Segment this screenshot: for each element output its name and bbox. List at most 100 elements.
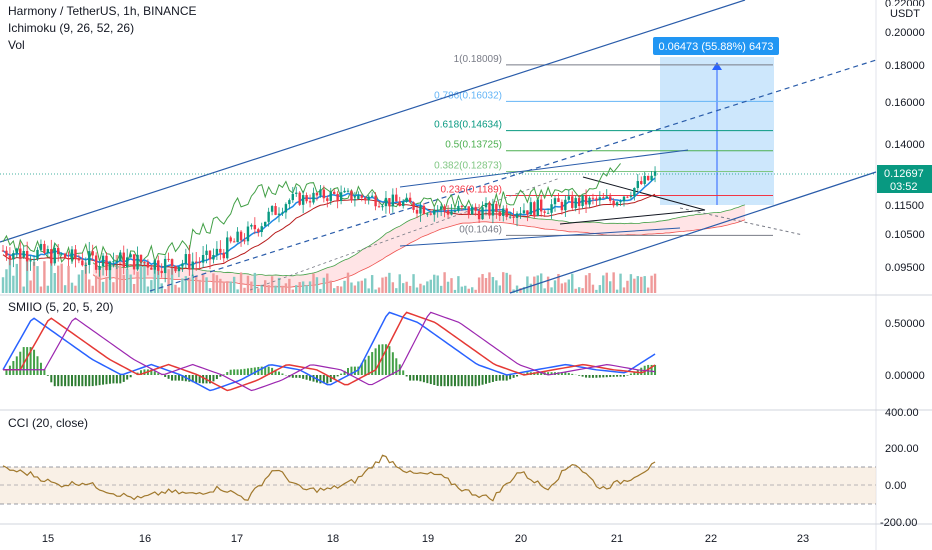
candle-body[interactable] bbox=[595, 198, 598, 201]
candle-body[interactable] bbox=[360, 195, 363, 198]
legend-ichimoku[interactable]: Ichimoku (9, 26, 52, 26) bbox=[8, 21, 135, 35]
candle-body[interactable] bbox=[633, 187, 636, 197]
candle-body[interactable] bbox=[543, 211, 546, 213]
candle-body[interactable] bbox=[184, 254, 188, 264]
candle-body[interactable] bbox=[32, 259, 36, 261]
candle-body[interactable] bbox=[163, 258, 167, 274]
candle-body[interactable] bbox=[274, 206, 277, 215]
candle-body[interactable] bbox=[426, 213, 429, 215]
candles[interactable] bbox=[1, 166, 657, 283]
candle-body[interactable] bbox=[305, 195, 308, 202]
candle-body[interactable] bbox=[467, 206, 470, 215]
candle-body[interactable] bbox=[239, 231, 243, 241]
candle-body[interactable] bbox=[450, 211, 453, 215]
candle-body[interactable] bbox=[457, 205, 460, 211]
candle-body[interactable] bbox=[529, 202, 533, 215]
candle-body[interactable] bbox=[215, 248, 219, 255]
candle-body[interactable] bbox=[298, 192, 301, 205]
candle-body[interactable] bbox=[188, 254, 191, 270]
candle-body[interactable] bbox=[43, 243, 46, 253]
candle-body[interactable] bbox=[609, 196, 612, 201]
candle-body[interactable] bbox=[77, 259, 81, 261]
candle-body[interactable] bbox=[412, 202, 415, 210]
candle-body[interactable] bbox=[291, 193, 294, 201]
candle-body[interactable] bbox=[36, 249, 39, 260]
candle-body[interactable] bbox=[405, 197, 408, 202]
candle-body[interactable] bbox=[288, 200, 291, 205]
candle-body[interactable] bbox=[436, 209, 439, 211]
candle-body[interactable] bbox=[12, 253, 15, 260]
price-axis[interactable]: 0.22000 USDT 0.20000 0.18000 0.16000 0.1… bbox=[877, 0, 932, 274]
triangle-lower-line[interactable] bbox=[559, 209, 706, 225]
candle-body[interactable] bbox=[484, 203, 488, 208]
candle-body[interactable] bbox=[312, 192, 315, 203]
candle-body[interactable] bbox=[253, 224, 257, 230]
candle-body[interactable] bbox=[267, 211, 270, 222]
candle-body[interactable] bbox=[443, 206, 446, 211]
candle-body[interactable] bbox=[557, 198, 560, 202]
candle-body[interactable] bbox=[364, 197, 367, 201]
candle-body[interactable] bbox=[115, 261, 119, 263]
candle-body[interactable] bbox=[63, 253, 67, 259]
candle-body[interactable] bbox=[126, 257, 129, 268]
candle-body[interactable] bbox=[250, 224, 253, 227]
candle-body[interactable] bbox=[546, 212, 550, 214]
candle-body[interactable] bbox=[101, 255, 105, 267]
candle-body[interactable] bbox=[446, 210, 450, 215]
candle-body[interactable] bbox=[322, 189, 326, 199]
candle-body[interactable] bbox=[198, 262, 201, 264]
candle-body[interactable] bbox=[326, 198, 329, 201]
candle-body[interactable] bbox=[129, 254, 132, 258]
candle-body[interactable] bbox=[488, 203, 491, 216]
legend-vol[interactable]: Vol bbox=[8, 38, 25, 52]
candle-body[interactable] bbox=[464, 206, 467, 208]
symbol-title[interactable]: Harmony / TetherUS, 1h, BINANCE bbox=[8, 4, 197, 18]
candle-body[interactable] bbox=[295, 192, 298, 194]
candle-body[interactable] bbox=[29, 260, 32, 262]
candle-body[interactable] bbox=[505, 208, 508, 217]
candle-body[interactable] bbox=[319, 189, 322, 196]
candle-body[interactable] bbox=[619, 201, 622, 203]
smiio-axis[interactable]: 0.50000 0.00000 bbox=[885, 318, 925, 382]
candle-body[interactable] bbox=[270, 206, 274, 212]
candle-body[interactable] bbox=[177, 266, 181, 272]
candle-body[interactable] bbox=[629, 196, 633, 198]
channel-mid-dashed[interactable] bbox=[149, 59, 877, 292]
legend-cci[interactable]: CCI (20, close) bbox=[8, 416, 89, 430]
candle-body[interactable] bbox=[143, 261, 146, 263]
candle-body[interactable] bbox=[315, 192, 319, 196]
triangle-upper-line[interactable] bbox=[582, 176, 706, 211]
cci-axis[interactable]: 400.00 200.00 0.00 -200.00 bbox=[880, 407, 919, 529]
candle-body[interactable] bbox=[246, 226, 250, 242]
candle-body[interactable] bbox=[195, 261, 198, 263]
candle-body[interactable] bbox=[481, 207, 484, 220]
candle-body[interactable] bbox=[22, 250, 25, 258]
candle-body[interactable] bbox=[70, 249, 74, 260]
candle-body[interactable] bbox=[333, 191, 336, 194]
candle-body[interactable] bbox=[257, 229, 260, 233]
candle-body[interactable] bbox=[25, 250, 29, 262]
candle-body[interactable] bbox=[229, 237, 232, 242]
candle-body[interactable] bbox=[329, 191, 332, 201]
candle-body[interactable] bbox=[181, 263, 184, 267]
candle-body[interactable] bbox=[353, 199, 357, 201]
candle-body[interactable] bbox=[108, 261, 112, 271]
candle-body[interactable] bbox=[519, 213, 522, 215]
candle-body[interactable] bbox=[157, 260, 160, 271]
wedge-lower-line[interactable] bbox=[399, 227, 681, 247]
candle-body[interactable] bbox=[536, 199, 539, 217]
candle-body[interactable] bbox=[381, 206, 384, 208]
candle-body[interactable] bbox=[153, 260, 156, 270]
candle-body[interactable] bbox=[588, 197, 591, 205]
candle-body[interactable] bbox=[122, 252, 125, 268]
candle-body[interactable] bbox=[522, 210, 526, 214]
candle-body[interactable] bbox=[567, 196, 570, 200]
candle-body[interactable] bbox=[160, 270, 163, 274]
candle-body[interactable] bbox=[301, 195, 305, 205]
candle-body[interactable] bbox=[350, 190, 353, 201]
candle-body[interactable] bbox=[74, 249, 77, 260]
candle-body[interactable] bbox=[429, 213, 432, 215]
candle-body[interactable] bbox=[460, 205, 464, 207]
candle-body[interactable] bbox=[205, 250, 208, 256]
